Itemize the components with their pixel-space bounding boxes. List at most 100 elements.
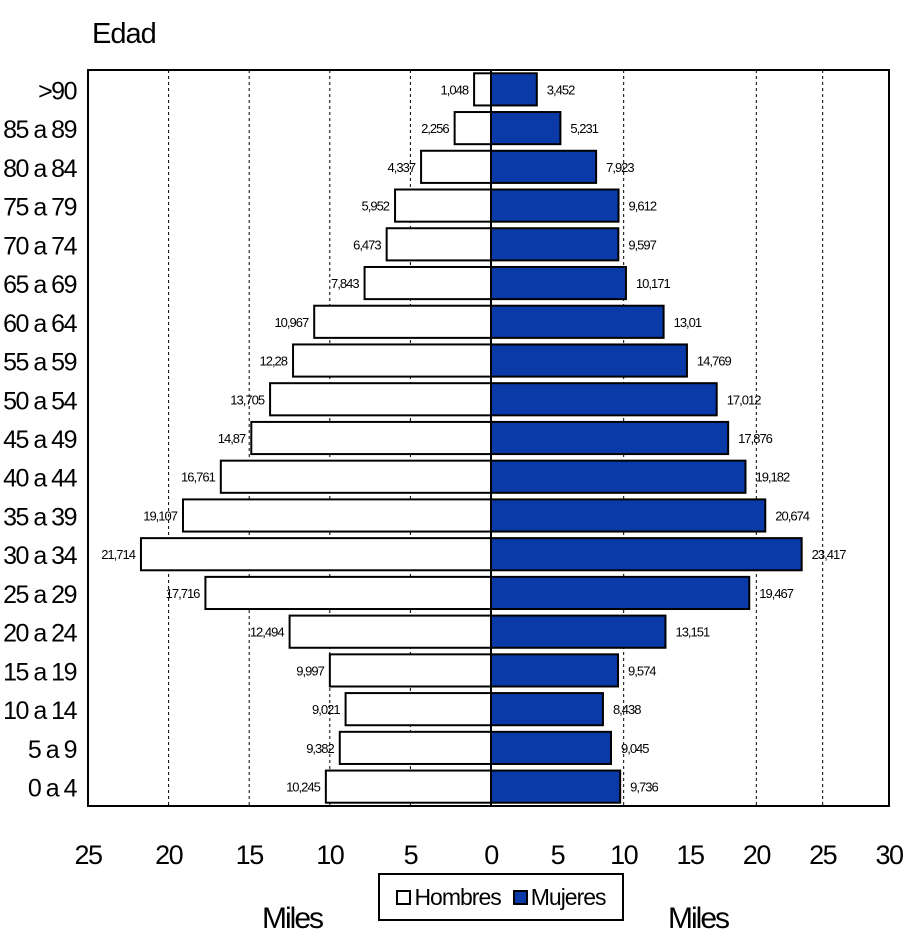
bar-mujeres xyxy=(490,188,620,223)
data-label-hombres: 19,107 xyxy=(143,508,178,523)
data-label-hombres: 12,494 xyxy=(250,625,285,640)
bar-hombres xyxy=(394,188,493,223)
bar-hombres xyxy=(219,459,492,494)
category-label: 0 a 4 xyxy=(28,775,78,803)
category-label: 80 a 84 xyxy=(3,155,78,183)
bar-mujeres xyxy=(490,343,688,378)
bar-hombres xyxy=(292,343,492,378)
bar-mujeres xyxy=(490,72,538,107)
data-label-hombres: 7,843 xyxy=(331,276,359,291)
bar-hombres xyxy=(313,304,493,339)
bar-mujeres xyxy=(490,653,620,688)
bar-mujeres xyxy=(490,459,747,494)
category-label: 45 a 49 xyxy=(3,426,77,454)
bar-hombres xyxy=(338,730,492,765)
category-label: 15 a 19 xyxy=(3,658,77,686)
category-label: 60 a 64 xyxy=(3,310,78,338)
data-label-hombres: 9,382 xyxy=(306,741,334,756)
legend-swatch-hombres xyxy=(396,889,412,905)
bar-hombres xyxy=(385,227,492,262)
category-label: 75 a 79 xyxy=(3,194,77,222)
category-label: 50 a 54 xyxy=(3,387,78,415)
category-label: 25 a 29 xyxy=(3,581,77,609)
data-label-mujeres: 17,876 xyxy=(738,431,773,446)
bar-mujeres xyxy=(490,575,751,611)
bar-mujeres xyxy=(490,730,612,765)
x-tick-label-right: 10 xyxy=(610,840,638,870)
x-tick-label-right: 25 xyxy=(809,840,837,870)
bar-hombres xyxy=(453,111,492,146)
legend-label-hombres: Hombres xyxy=(414,883,501,910)
bar-hombres xyxy=(139,537,493,572)
bar-mujeres xyxy=(490,498,767,533)
bar-mujeres xyxy=(490,692,604,727)
bar-hombres xyxy=(269,382,493,417)
data-label-mujeres: 19,182 xyxy=(755,470,790,485)
bar-mujeres xyxy=(490,382,718,417)
x-tick-label-right: 20 xyxy=(743,840,771,870)
category-label: 10 a 14 xyxy=(3,697,78,725)
bar-hombres xyxy=(344,692,492,727)
category-label: 40 a 44 xyxy=(3,465,78,493)
bar-mujeres xyxy=(490,149,598,184)
x-axis-label-left: Miles xyxy=(262,902,324,935)
data-label-mujeres: 13,01 xyxy=(674,315,702,330)
category-label: >90 xyxy=(38,77,77,105)
data-label-mujeres: 9,574 xyxy=(628,663,656,678)
x-axis-label-right: Miles xyxy=(668,902,730,935)
category-label: 65 a 69 xyxy=(3,271,77,299)
x-tick-label-right: 5 xyxy=(551,840,565,870)
bar-hombres xyxy=(363,265,492,301)
bar-hombres xyxy=(473,72,492,107)
data-label-hombres: 6,473 xyxy=(353,237,381,252)
x-tick-label-left: 20 xyxy=(155,840,183,870)
data-label-mujeres: 17,012 xyxy=(727,392,762,407)
category-label: 70 a 74 xyxy=(3,232,78,260)
data-label-hombres: 12,28 xyxy=(259,354,287,369)
bar-mujeres xyxy=(490,420,730,456)
data-label-hombres: 2,256 xyxy=(421,121,449,136)
data-label-mujeres: 19,467 xyxy=(759,586,794,601)
legend-swatch-mujeres xyxy=(512,889,528,905)
data-label-hombres: 14,87 xyxy=(218,431,246,446)
bar-hombres xyxy=(328,653,492,688)
bar-hombres xyxy=(288,614,492,649)
bar-mujeres xyxy=(490,769,622,804)
data-label-mujeres: 13,151 xyxy=(675,625,710,640)
legend-label-mujeres: Mujeres xyxy=(530,883,607,910)
bar-mujeres xyxy=(490,304,665,339)
data-label-hombres: 21,714 xyxy=(101,547,136,562)
x-tick-label-right: 30 xyxy=(875,840,903,870)
data-label-hombres: 9,997 xyxy=(296,663,324,678)
legend-item-hombres: Hombres xyxy=(396,883,502,911)
bar-hombres xyxy=(250,420,492,456)
data-label-hombres: 10,967 xyxy=(274,315,309,330)
data-label-hombres: 13,705 xyxy=(230,392,265,407)
data-label-hombres: 17,716 xyxy=(166,586,201,601)
bar-mujeres xyxy=(490,614,667,649)
bar-hombres xyxy=(324,769,492,804)
x-tick-label-left: 15 xyxy=(236,840,264,870)
data-label-mujeres: 7,923 xyxy=(606,160,634,175)
data-label-mujeres: 5,231 xyxy=(570,121,598,136)
category-label: 5 a 9 xyxy=(28,736,77,764)
data-label-mujeres: 23,417 xyxy=(812,547,847,562)
data-label-hombres: 1,048 xyxy=(441,82,469,97)
data-label-mujeres: 3,452 xyxy=(547,82,575,97)
x-tick-label-left: 10 xyxy=(316,840,344,870)
data-label-hombres: 10,245 xyxy=(286,780,321,795)
data-label-hombres: 4,337 xyxy=(388,160,416,175)
bar-mujeres xyxy=(490,537,803,572)
chart-title: Edad xyxy=(92,18,157,50)
category-label: 35 a 39 xyxy=(3,503,77,531)
bar-mujeres xyxy=(490,227,620,262)
data-label-hombres: 16,761 xyxy=(181,470,216,485)
data-label-mujeres: 9,612 xyxy=(629,199,657,214)
x-tick-label-left: 25 xyxy=(74,840,102,870)
bar-hombres xyxy=(181,498,493,533)
data-label-mujeres: 14,769 xyxy=(697,354,732,369)
bar-hombres xyxy=(204,575,492,611)
data-label-mujeres: 9,045 xyxy=(621,741,649,756)
data-label-mujeres: 8,438 xyxy=(613,702,641,717)
